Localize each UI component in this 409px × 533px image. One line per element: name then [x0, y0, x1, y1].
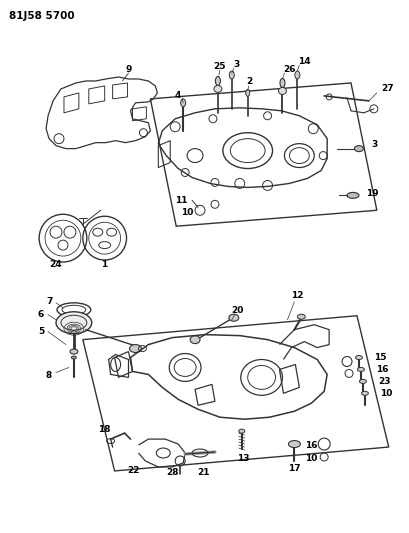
Text: 2: 2	[247, 77, 253, 86]
Text: 10: 10	[305, 455, 317, 464]
Text: 6: 6	[38, 310, 44, 319]
Text: 9: 9	[125, 64, 132, 74]
Text: 28: 28	[166, 469, 178, 478]
Ellipse shape	[360, 379, 366, 383]
Text: 16: 16	[305, 441, 317, 449]
Text: 15: 15	[374, 353, 387, 362]
Ellipse shape	[355, 356, 362, 360]
Ellipse shape	[297, 314, 305, 319]
Text: 3: 3	[234, 60, 240, 69]
Ellipse shape	[181, 99, 186, 107]
Text: 13: 13	[238, 455, 250, 464]
Ellipse shape	[72, 356, 76, 359]
Ellipse shape	[229, 314, 239, 321]
Ellipse shape	[355, 146, 364, 151]
Text: 5: 5	[38, 327, 44, 336]
Text: 22: 22	[127, 466, 140, 475]
Ellipse shape	[246, 90, 249, 96]
Ellipse shape	[295, 71, 300, 79]
Text: 11: 11	[175, 196, 187, 205]
Text: 18: 18	[98, 425, 111, 434]
Ellipse shape	[214, 85, 222, 92]
Ellipse shape	[362, 391, 369, 395]
Text: 8: 8	[46, 371, 52, 380]
Ellipse shape	[280, 78, 285, 87]
Ellipse shape	[56, 312, 92, 334]
Ellipse shape	[279, 87, 286, 94]
Text: 27: 27	[381, 84, 393, 93]
Text: 1: 1	[101, 260, 107, 269]
Text: 25: 25	[213, 61, 226, 70]
Text: 26: 26	[283, 64, 296, 74]
Text: 10: 10	[181, 208, 193, 217]
Ellipse shape	[130, 345, 142, 352]
Text: 81J58 5700: 81J58 5700	[9, 11, 75, 21]
Text: 7: 7	[46, 297, 52, 306]
Ellipse shape	[190, 336, 200, 344]
Ellipse shape	[229, 71, 234, 79]
Text: 12: 12	[291, 292, 303, 301]
Text: 21: 21	[197, 469, 209, 478]
Ellipse shape	[288, 441, 300, 448]
Text: 4: 4	[175, 91, 181, 100]
Ellipse shape	[70, 349, 78, 354]
Ellipse shape	[216, 77, 220, 85]
Text: 10: 10	[380, 389, 392, 398]
Ellipse shape	[357, 367, 364, 372]
Text: 20: 20	[231, 306, 244, 315]
Text: 24: 24	[50, 260, 62, 269]
Text: 19: 19	[366, 189, 378, 198]
Text: 14: 14	[298, 56, 310, 66]
Text: 16: 16	[376, 365, 388, 374]
Text: 3: 3	[372, 140, 378, 149]
Text: 17: 17	[288, 464, 301, 473]
Ellipse shape	[347, 192, 359, 198]
Text: 23: 23	[378, 377, 390, 386]
Ellipse shape	[239, 429, 245, 433]
